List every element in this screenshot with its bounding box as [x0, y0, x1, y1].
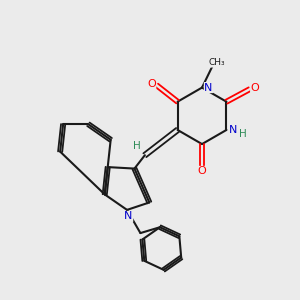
Text: O: O	[147, 79, 156, 89]
Text: H: H	[239, 128, 247, 139]
Text: H: H	[133, 141, 140, 151]
Text: N: N	[229, 125, 237, 135]
Text: O: O	[198, 167, 206, 176]
Text: O: O	[250, 83, 260, 93]
Text: N: N	[124, 212, 133, 221]
Text: N: N	[204, 82, 213, 93]
Text: CH₃: CH₃	[208, 58, 225, 67]
